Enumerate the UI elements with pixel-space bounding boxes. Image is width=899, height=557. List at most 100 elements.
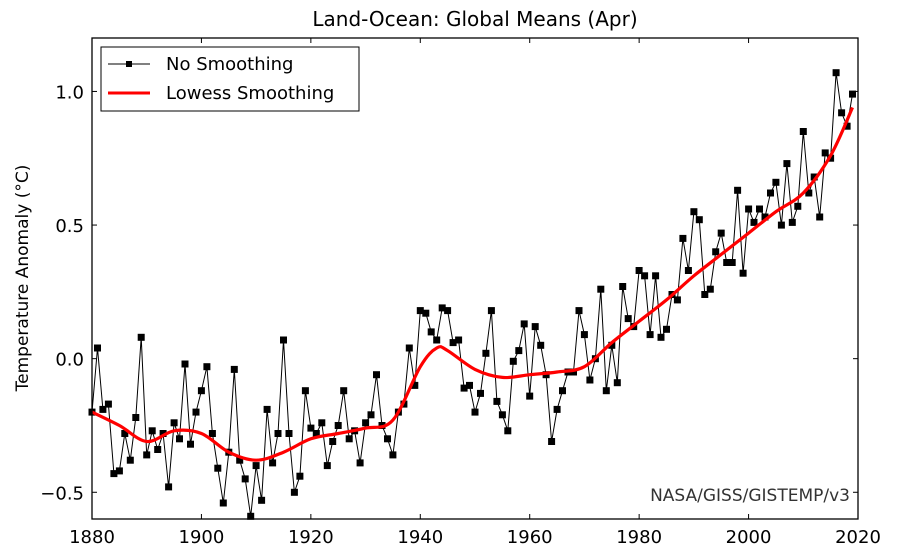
data-point	[329, 438, 337, 445]
data-point	[777, 221, 785, 229]
data-point	[701, 291, 709, 298]
data-point	[197, 387, 205, 395]
data-point	[258, 496, 266, 504]
chart-title: Land-Ocean: Global Means (Apr)	[312, 7, 637, 31]
data-point	[416, 307, 424, 315]
data-point	[531, 323, 539, 331]
data-point	[695, 216, 703, 224]
data-point	[761, 213, 769, 221]
data-point	[548, 438, 556, 445]
data-point	[520, 320, 528, 328]
data-point	[154, 446, 162, 453]
data-point	[717, 229, 725, 237]
legend-label-lowess-smoothing: Lowess Smoothing	[166, 83, 334, 104]
data-point	[706, 285, 714, 293]
x-tick-label: 1940	[397, 527, 443, 548]
data-point	[559, 387, 566, 395]
data-point	[301, 387, 309, 395]
data-point	[263, 405, 271, 413]
y-axis-label: Temperature Anomaly (°C)	[13, 165, 33, 393]
data-point	[788, 218, 796, 226]
data-point	[723, 259, 731, 266]
data-point	[230, 365, 238, 373]
data-point	[487, 307, 495, 315]
source-annotation: NASA/GISS/GISTEMP/v3	[650, 486, 850, 506]
legend-label-no-smoothing: No Smoothing	[166, 54, 294, 75]
data-point	[318, 419, 326, 427]
x-tick-label: 1900	[179, 527, 225, 548]
data-point	[493, 397, 501, 405]
data-point	[208, 430, 216, 437]
data-point	[537, 341, 545, 349]
data-point	[192, 408, 200, 416]
data-point	[384, 435, 391, 443]
data-point	[110, 470, 118, 478]
x-tick-label: 1920	[288, 527, 334, 548]
data-point	[99, 405, 107, 413]
data-point	[810, 173, 818, 181]
data-point	[290, 488, 298, 496]
legend-marker-square-icon	[126, 61, 132, 67]
data-point	[821, 149, 829, 157]
data-point	[515, 347, 523, 355]
legend-entry-no-smoothing: No Smoothing	[108, 54, 294, 75]
data-point	[115, 467, 123, 475]
data-point	[608, 341, 616, 349]
data-point	[832, 69, 840, 77]
data-point	[624, 315, 632, 323]
data-point	[466, 381, 473, 389]
data-point	[312, 430, 320, 437]
data-point	[641, 272, 649, 280]
data-point	[504, 427, 512, 435]
data-point	[187, 440, 194, 448]
data-point	[570, 368, 577, 376]
data-point	[449, 339, 457, 347]
data-point	[181, 360, 189, 368]
data-point	[805, 189, 813, 197]
data-point	[170, 419, 178, 427]
data-point	[816, 213, 824, 221]
data-point	[323, 462, 331, 470]
data-point	[455, 336, 463, 344]
data-point	[427, 328, 435, 336]
data-point	[274, 430, 282, 437]
data-point	[405, 344, 413, 352]
data-point	[684, 267, 692, 274]
data-point	[126, 456, 134, 464]
data-point	[389, 451, 397, 459]
data-point	[498, 411, 506, 419]
data-point	[619, 283, 627, 290]
data-point	[334, 422, 342, 429]
data-point	[575, 307, 583, 315]
data-point	[269, 459, 277, 467]
data-point	[613, 379, 621, 387]
data-point	[728, 259, 736, 266]
x-tick-label: 1980	[616, 527, 662, 548]
data-point	[280, 336, 287, 344]
series-line-lowess-smoothing	[91, 106, 854, 462]
plot-background	[92, 38, 858, 519]
data-point	[673, 296, 681, 304]
data-point	[214, 464, 222, 472]
data-point	[679, 234, 687, 242]
data-point	[296, 472, 304, 480]
data-point	[767, 189, 774, 197]
data-point	[838, 109, 846, 117]
data-point	[794, 202, 802, 210]
data-point	[373, 371, 380, 379]
data-point	[121, 430, 129, 437]
data-point	[165, 483, 173, 491]
x-axis: 1880 1900 1920 1940 1960 1980 2000 2020	[69, 38, 881, 548]
data-point	[241, 475, 249, 483]
data-point	[94, 344, 101, 352]
data-point	[307, 424, 315, 432]
y-tick-label: 1.0	[55, 82, 84, 103]
data-point	[159, 430, 167, 437]
legend-box	[100, 46, 360, 112]
data-point	[433, 336, 441, 344]
legend-entry-lowess-smoothing: Lowess Smoothing	[108, 83, 334, 104]
x-tick-label: 2020	[835, 527, 881, 548]
data-point	[745, 205, 753, 213]
data-point	[597, 285, 605, 293]
data-point	[143, 451, 151, 459]
